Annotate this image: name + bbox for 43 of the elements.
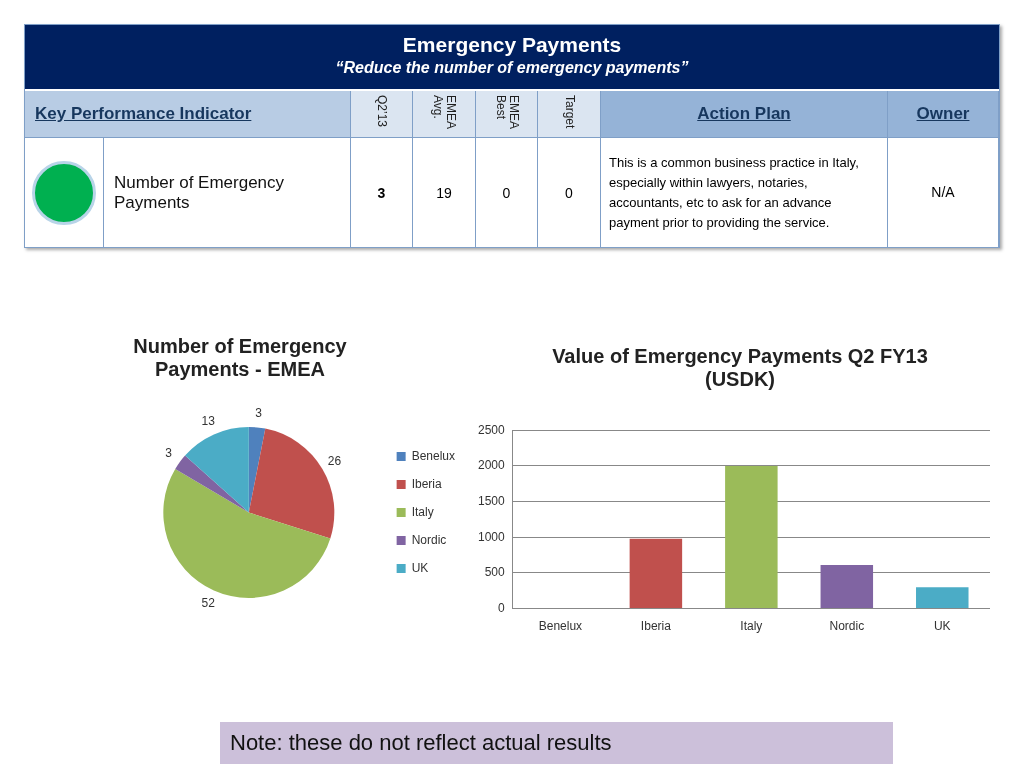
legend-label: Iberia xyxy=(411,476,442,491)
x-tick-label: Italy xyxy=(740,619,763,634)
chart-title: Number of Emergency Payments - EMEA xyxy=(132,335,348,381)
text: Target xyxy=(562,95,577,129)
data-label: 52 xyxy=(201,595,216,610)
x-tick-label: Iberia xyxy=(640,619,672,634)
text: Owner xyxy=(916,104,970,124)
text: EMEA Best xyxy=(493,95,521,131)
bar xyxy=(916,587,969,609)
x-tick-label: Benelux xyxy=(538,619,583,634)
x-tick-label: Nordic xyxy=(829,619,865,634)
data-label: 26 xyxy=(327,454,342,469)
text: Q2’13 xyxy=(375,95,389,128)
y-tick-label: 1500 xyxy=(477,493,506,508)
x-tick-label: UK xyxy=(933,619,951,634)
text: 19 xyxy=(436,184,452,201)
text: Action Plan xyxy=(697,104,791,124)
y-tick-label: 500 xyxy=(484,565,506,580)
text: “Reduce the number of emergency payments” xyxy=(334,59,690,77)
text: Key Performance Indicator xyxy=(35,104,252,124)
data-label: 13 xyxy=(201,414,216,428)
text: This is a common business practice in Italy, especially within lawyers, notaries, accountants, etc to ask for an advance payment prior to providing the service. xyxy=(609,153,860,232)
legend-label: UK xyxy=(411,560,429,575)
text: Note: these do not reflect actual results xyxy=(220,722,893,764)
text: Emergency Payments xyxy=(401,33,623,57)
chart-title: Value of Emergency Payments Q2 FY13 (USDK) xyxy=(551,345,929,391)
bar xyxy=(820,565,874,609)
text: 0 xyxy=(565,184,573,201)
y-tick-label: 1000 xyxy=(477,529,506,544)
bar xyxy=(629,538,683,609)
data-label: 3 xyxy=(255,405,263,420)
text: N/A xyxy=(931,184,955,200)
y-tick-label: 0 xyxy=(498,600,506,615)
data-label: 3 xyxy=(165,446,173,461)
y-tick-label: 2500 xyxy=(477,422,506,437)
y-tick-label: 2000 xyxy=(477,458,506,473)
legend-label: Nordic xyxy=(411,532,447,547)
text: 3 xyxy=(377,184,386,201)
text: EMEA Avg. xyxy=(431,95,458,131)
text: Number of Emergency Payments xyxy=(114,172,286,213)
legend-label: Italy xyxy=(411,504,434,519)
bar xyxy=(725,465,778,609)
legend-label: Benelux xyxy=(411,448,456,463)
